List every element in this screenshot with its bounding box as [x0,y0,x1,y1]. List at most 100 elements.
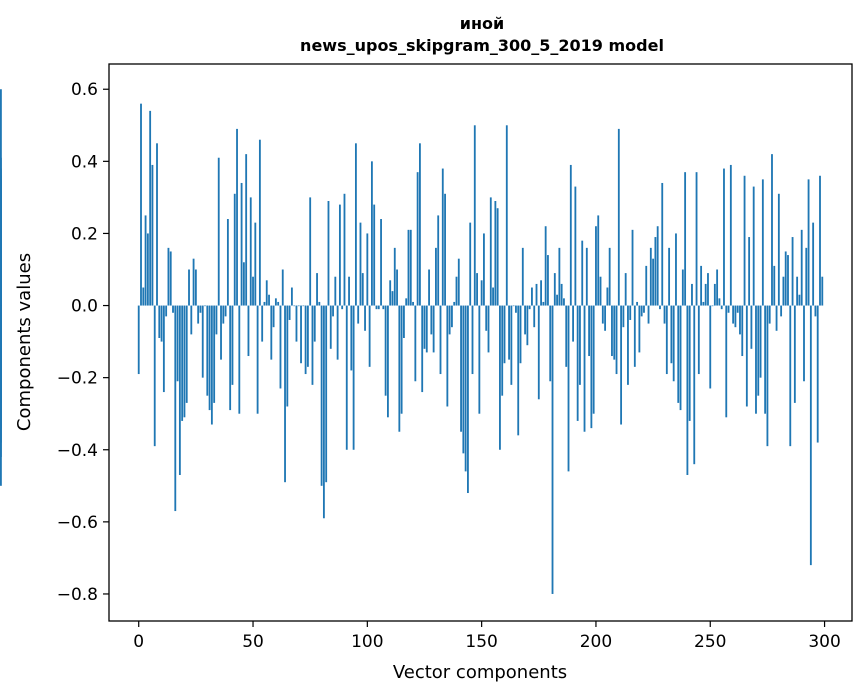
bar [208,305,211,411]
bar [668,247,671,306]
bar [750,305,753,349]
bar [718,298,721,306]
bar [471,305,474,375]
bar [396,269,398,306]
bar [318,301,321,306]
bar [448,305,451,335]
bar [611,305,613,357]
bar [231,305,234,385]
bar [727,305,730,313]
bar [313,305,316,342]
bar [359,222,362,306]
bar [567,305,570,472]
bar [782,276,785,306]
bar [156,143,158,306]
bar [816,305,819,443]
bar [585,247,588,306]
bar [780,305,783,317]
bar [167,247,170,306]
bar [364,305,366,331]
bar [252,276,254,306]
bar [560,283,563,306]
bar [295,305,298,342]
bar [777,193,780,306]
bar [814,305,817,317]
bar [464,305,467,472]
bar [245,154,248,306]
bar [329,305,332,349]
bar [649,247,652,306]
bar [574,186,577,306]
bar [306,305,309,367]
bar [636,301,639,306]
bar [375,305,378,310]
bar [716,269,719,306]
y-tick-label: 0.2 [71,224,98,244]
bar [382,305,385,310]
bar [757,305,760,396]
bar-series [0,89,824,594]
x-tick-label: 300 [808,632,840,652]
bar [595,226,597,306]
bar [236,128,238,306]
bar [608,247,611,306]
bar [254,222,257,306]
y-tick-label: 0.4 [71,152,98,172]
bar [322,305,325,519]
bar [748,237,751,306]
chart-subtitle: news_upos_skipgram_300_5_2019 model [300,36,664,55]
bar [480,280,483,306]
bar [606,287,609,306]
bar [288,305,291,320]
bar [174,305,177,512]
bar [316,273,318,306]
bar [421,305,424,393]
bar [444,193,446,306]
bar [743,175,746,306]
bar [409,229,412,306]
bar [146,233,149,306]
bar [263,301,266,306]
bar [451,305,453,328]
bar [579,305,581,385]
bar [670,305,673,364]
y-tick-label: 0.0 [71,297,98,317]
bar [210,305,213,425]
bar [201,305,204,378]
bar [405,298,408,306]
bar [226,219,229,306]
bar [734,305,737,328]
bar [601,305,604,324]
bar [791,237,794,306]
bar [400,305,403,414]
bar [217,157,220,306]
bar [247,305,250,357]
bar [425,305,428,353]
bar [725,305,728,418]
bar [457,258,460,306]
bar [732,305,735,324]
bar [789,305,792,447]
bar [188,269,190,306]
bar [279,305,282,389]
bar [380,219,382,306]
bar [144,215,147,306]
bar [0,157,2,306]
bar [533,305,536,328]
bar [659,305,661,310]
bar [151,164,154,306]
bar [213,305,216,403]
bar [693,305,696,465]
bar [505,125,508,306]
bar [185,305,188,403]
bar [439,305,442,375]
bar [204,305,206,307]
bar [274,298,277,306]
bar [563,298,565,306]
bar [697,305,700,375]
bar [654,237,657,306]
bar [261,305,264,342]
bar [535,283,538,306]
bar [702,301,705,306]
bar [453,301,456,306]
